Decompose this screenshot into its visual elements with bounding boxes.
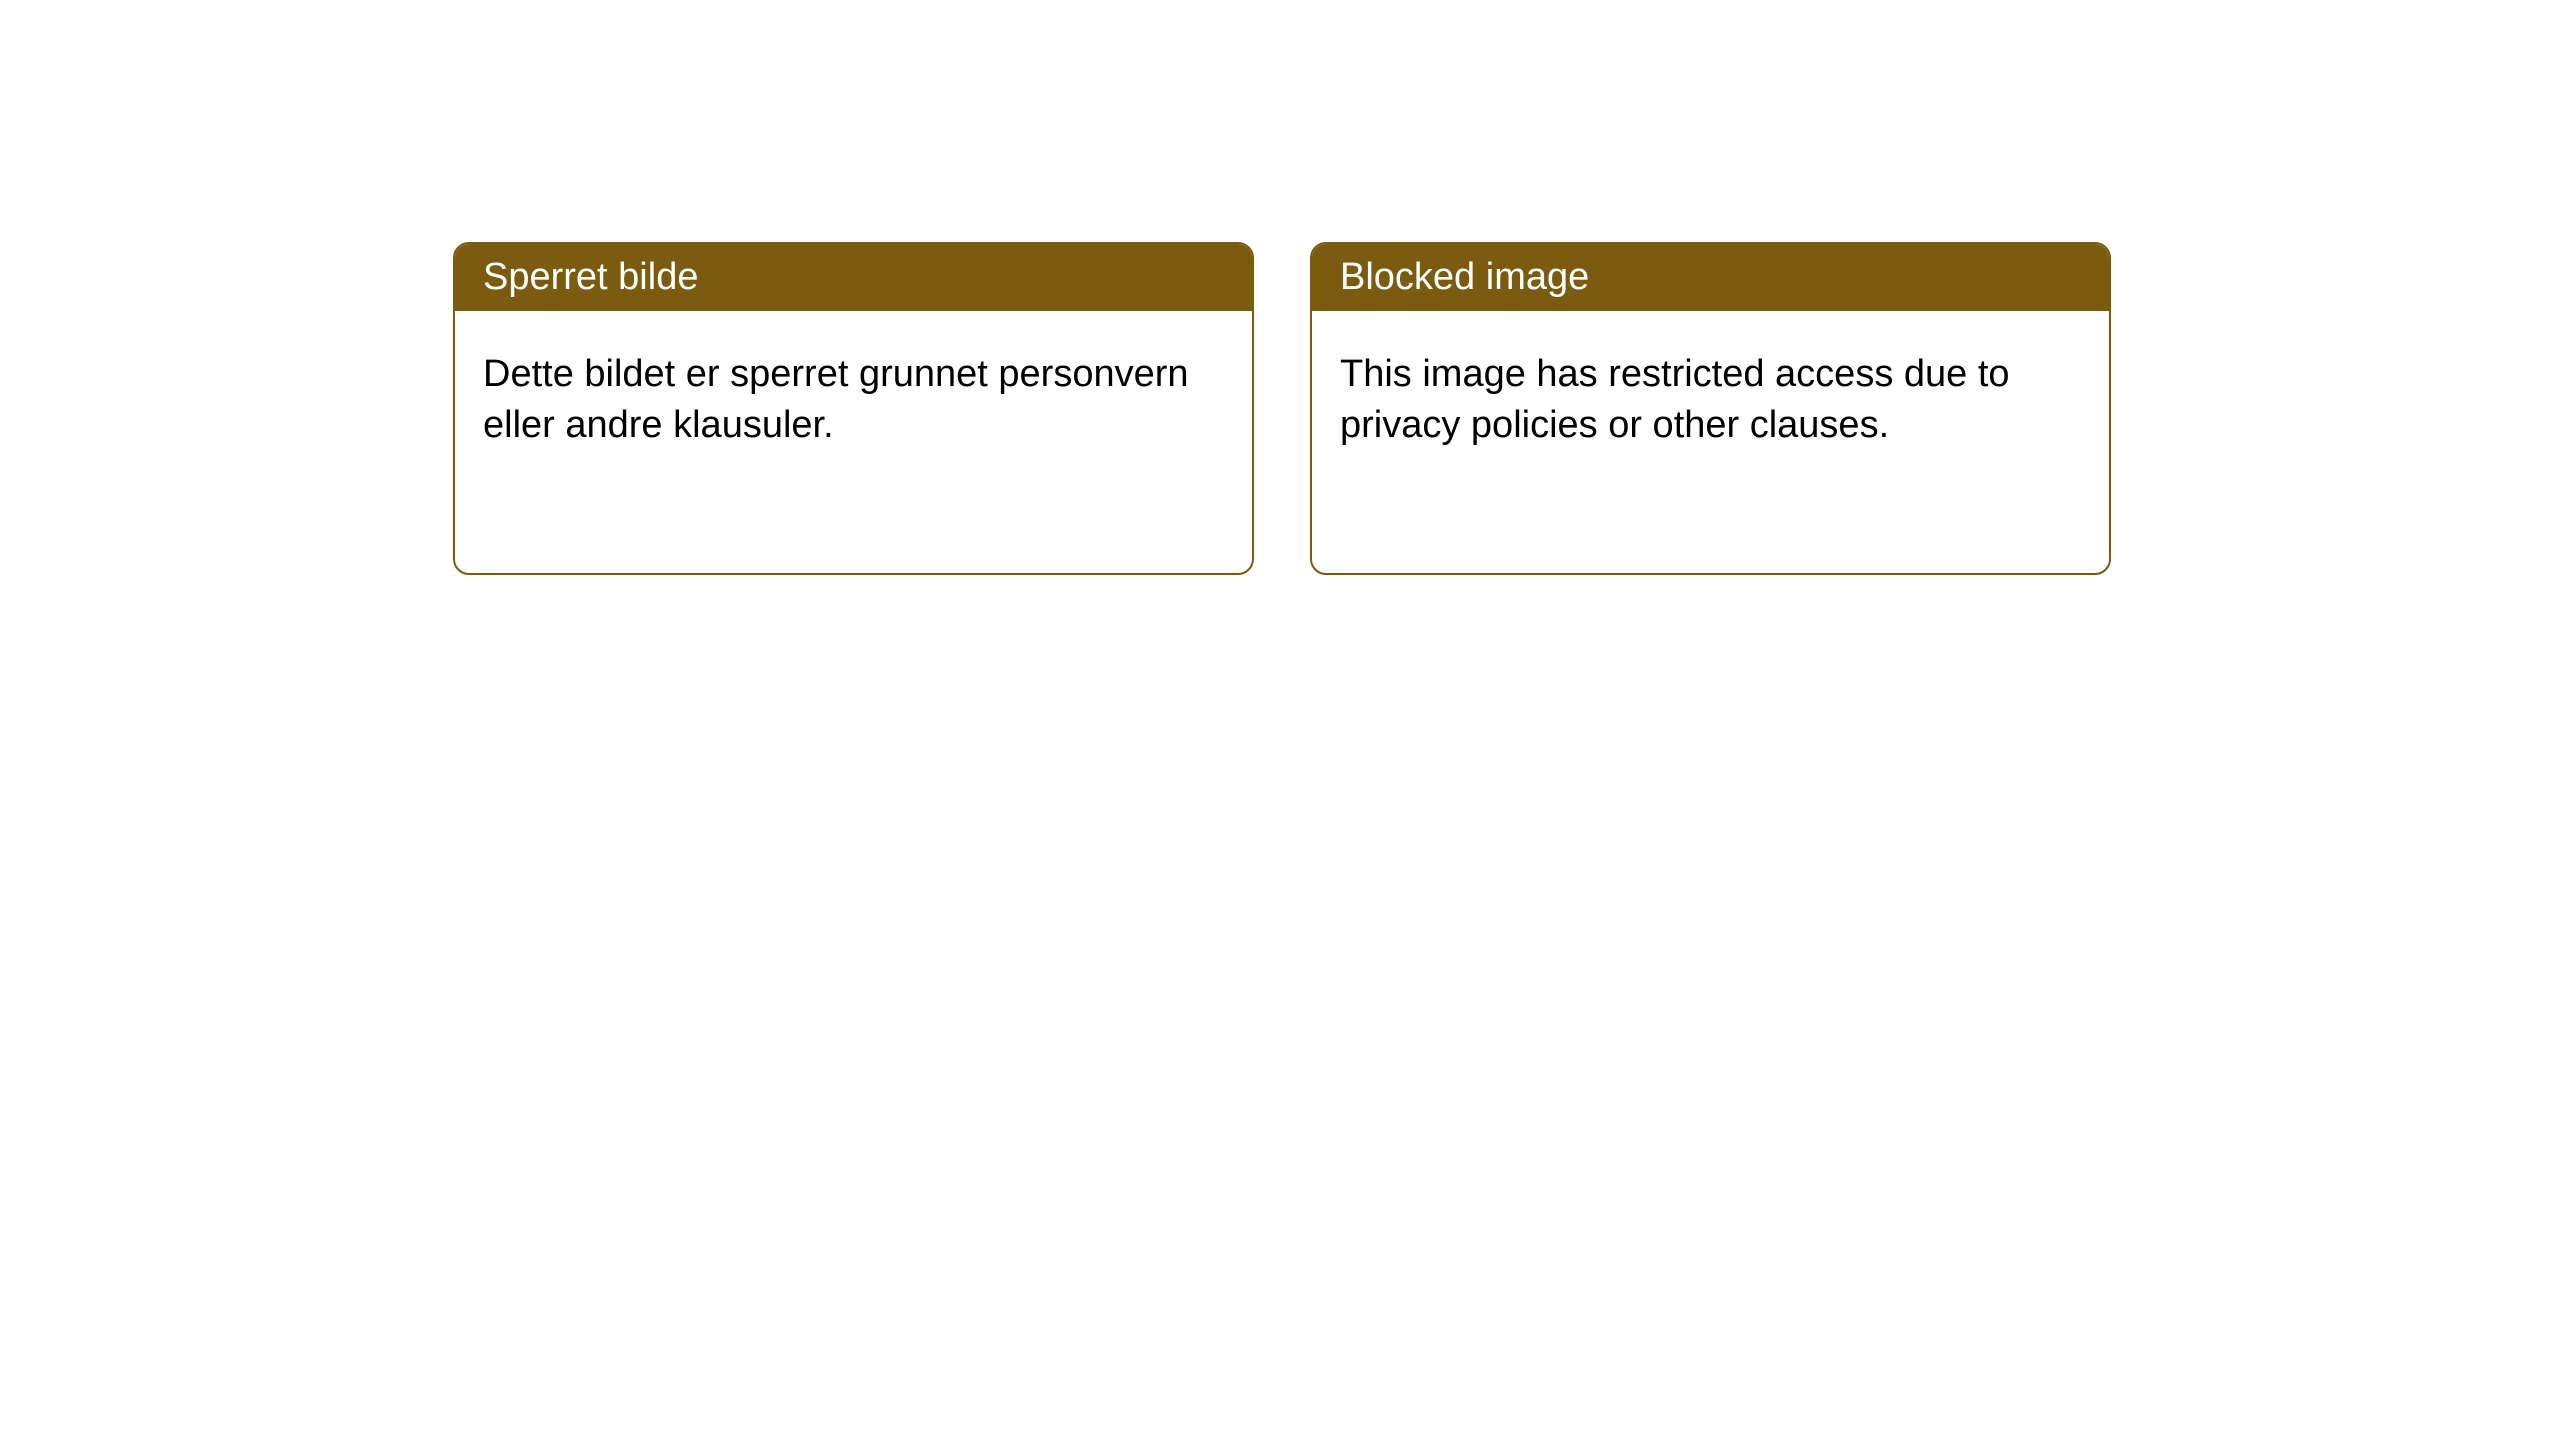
card-header: Blocked image xyxy=(1312,244,2109,311)
card-body-text: Dette bildet er sperret grunnet personve… xyxy=(483,353,1189,446)
card-body: This image has restricted access due to … xyxy=(1312,311,2109,490)
card-body: Dette bildet er sperret grunnet personve… xyxy=(455,311,1252,490)
notice-card-english: Blocked image This image has restricted … xyxy=(1310,242,2111,575)
card-header: Sperret bilde xyxy=(455,244,1252,311)
card-title: Blocked image xyxy=(1340,256,1589,298)
notice-card-norwegian: Sperret bilde Dette bildet er sperret gr… xyxy=(453,242,1254,575)
card-body-text: This image has restricted access due to … xyxy=(1340,353,2010,446)
notice-cards-container: Sperret bilde Dette bildet er sperret gr… xyxy=(453,242,2111,575)
card-title: Sperret bilde xyxy=(483,256,698,298)
